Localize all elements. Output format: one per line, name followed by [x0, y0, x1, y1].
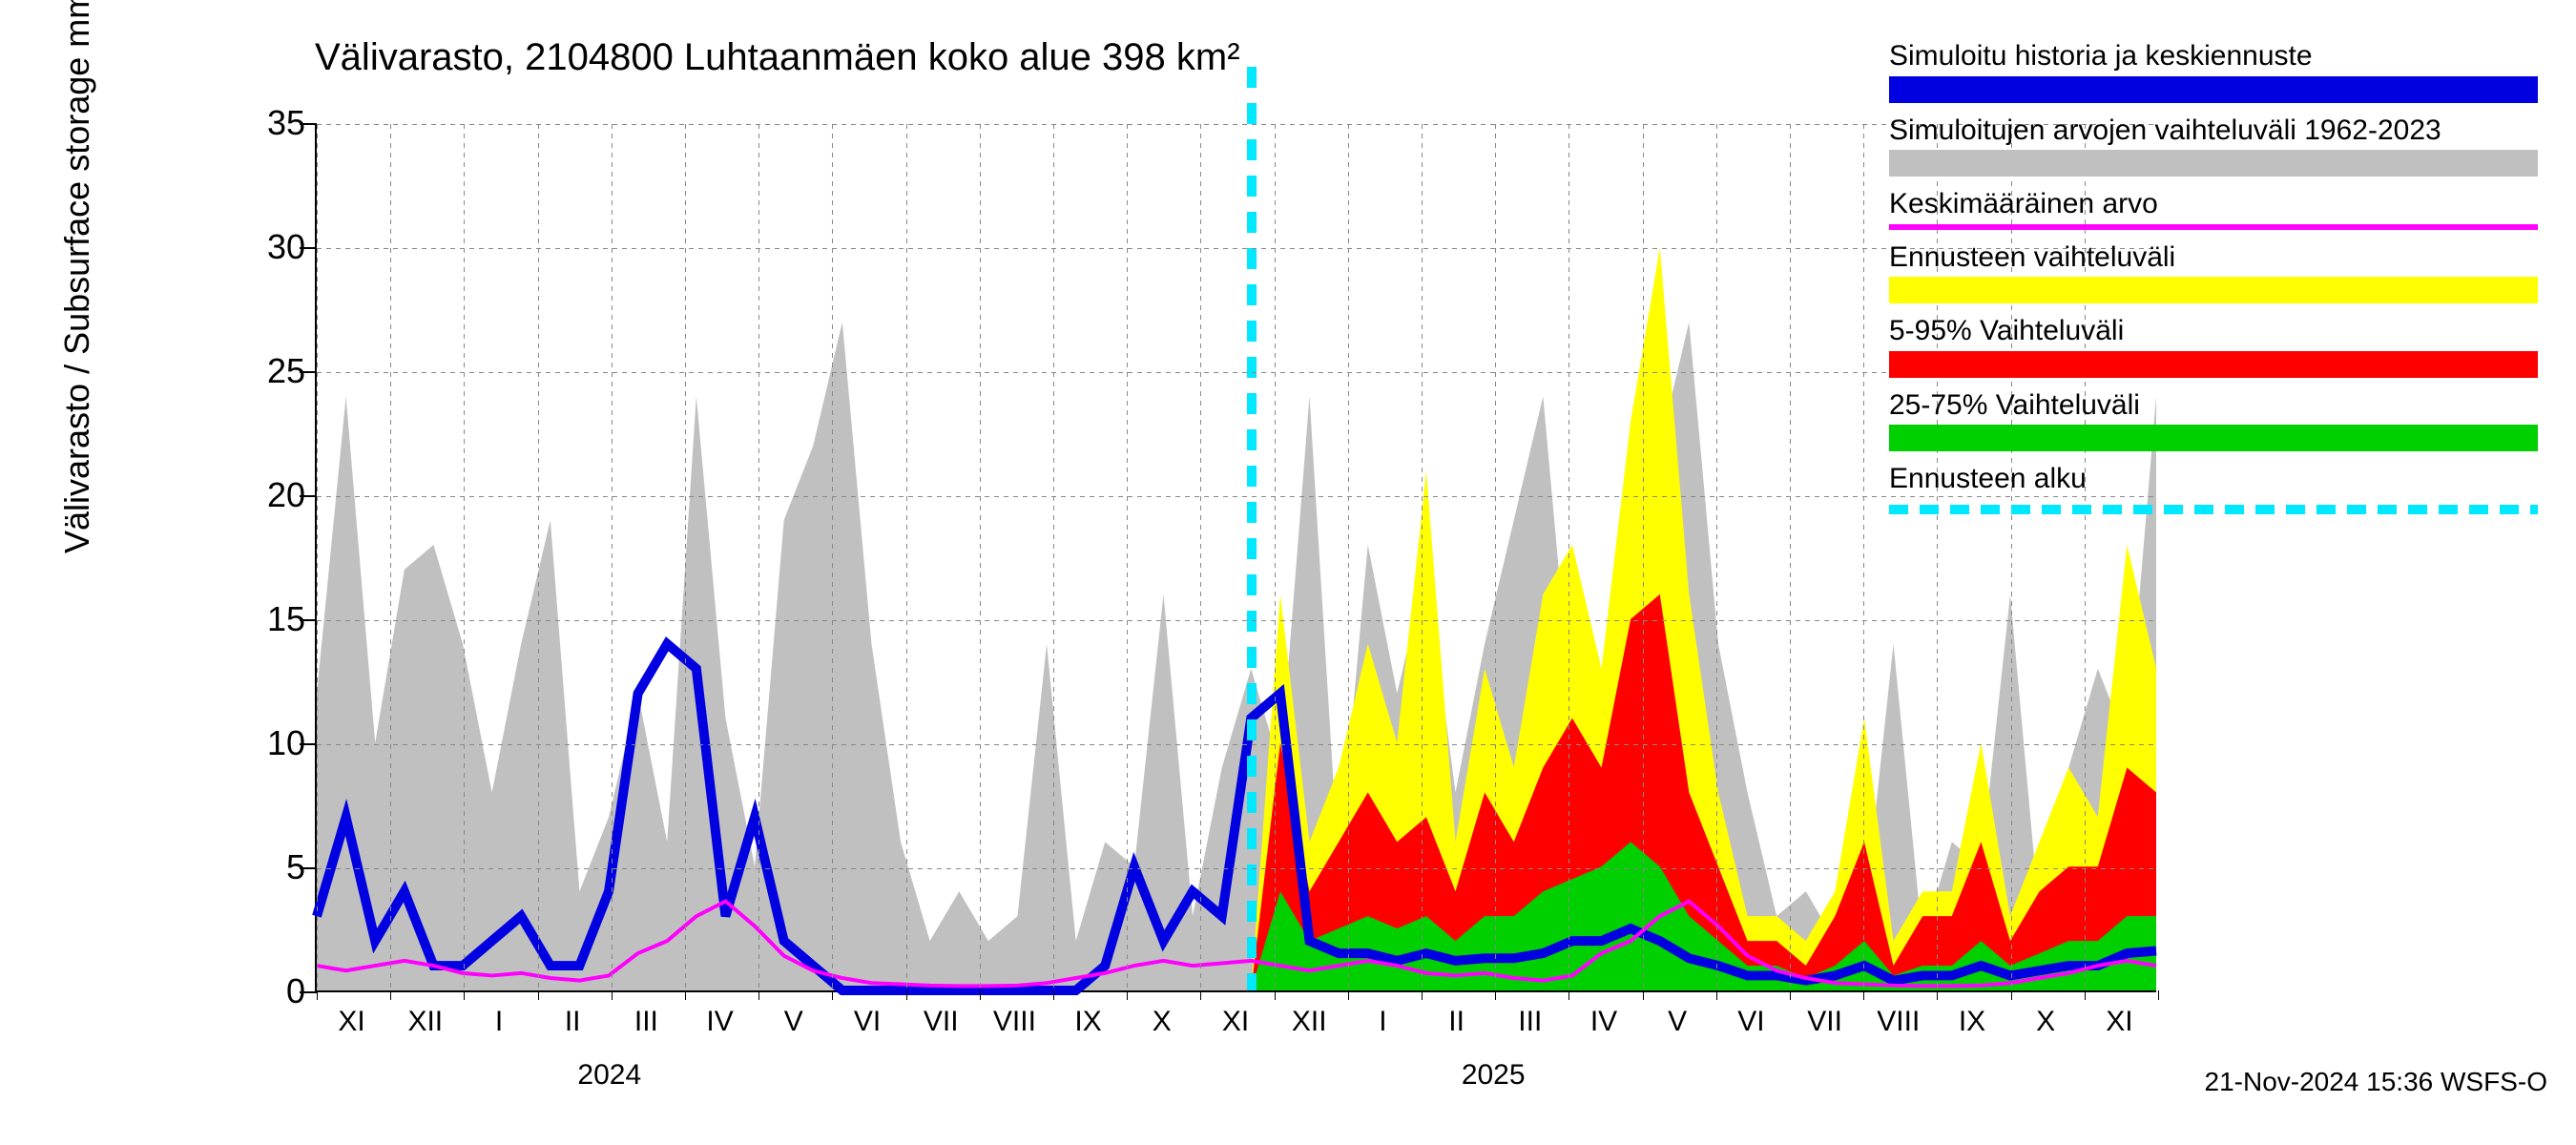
legend-item: Keskimääräinen arvo — [1889, 186, 2538, 230]
month-label: II — [1448, 1006, 1465, 1038]
ytick-label: 35 — [267, 103, 305, 143]
legend-label: 5-95% Vaihteluväli — [1889, 313, 2538, 349]
month-label: XII — [407, 1006, 443, 1038]
month-label: VI — [854, 1006, 881, 1038]
legend-label: Ennusteen vaihteluväli — [1889, 239, 2538, 276]
year-label: 2024 — [577, 1059, 641, 1092]
legend-swatch — [1889, 505, 2538, 514]
month-label: XII — [1292, 1006, 1327, 1038]
month-label: IV — [706, 1006, 733, 1038]
legend-item: 25-75% Vaihteluväli — [1889, 387, 2538, 452]
ytick-label: 0 — [286, 971, 305, 1011]
month-label: I — [495, 1006, 503, 1038]
month-label: XI — [2106, 1006, 2132, 1038]
ytick-label: 15 — [267, 599, 305, 639]
month-label: XI — [338, 1006, 364, 1038]
month-label: X — [2036, 1006, 2055, 1038]
legend-label: Keskimääräinen arvo — [1889, 186, 2538, 222]
month-label: VI — [1737, 1006, 1764, 1038]
legend-swatch — [1889, 224, 2538, 230]
legend-swatch — [1889, 351, 2538, 378]
month-label: IX — [1074, 1006, 1101, 1038]
month-label: II — [565, 1006, 581, 1038]
ytick-label: 30 — [267, 227, 305, 267]
legend-label: Simuloitu historia ja keskiennuste — [1889, 38, 2538, 74]
chart-container: Välivarasto, 2104800 Luhtaanmäen koko al… — [0, 0, 2576, 1145]
month-label: X — [1153, 1006, 1172, 1038]
data-series — [317, 124, 2156, 990]
month-label: IX — [1959, 1006, 1985, 1038]
legend-swatch — [1889, 277, 2538, 303]
ytick-label: 20 — [267, 475, 305, 515]
month-label: V — [784, 1006, 803, 1038]
legend-label: Ennusteen alku — [1889, 461, 2538, 497]
year-label: 2025 — [1462, 1059, 1526, 1092]
legend-swatch — [1889, 150, 2538, 177]
month-label: III — [1518, 1006, 1542, 1038]
month-label: VIII — [1877, 1006, 1920, 1038]
month-label: VIII — [993, 1006, 1036, 1038]
plot-area — [315, 124, 2156, 992]
legend-item: Simuloitu historia ja keskiennuste — [1889, 38, 2538, 103]
y-axis-label: Välivarasto / Subsurface storage mm — [57, 0, 97, 553]
legend-label: Simuloitujen arvojen vaihteluväli 1962-2… — [1889, 113, 2538, 149]
month-label: XI — [1222, 1006, 1249, 1038]
legend: Simuloitu historia ja keskiennuste Simulo… — [1889, 38, 2538, 524]
month-label: IV — [1590, 1006, 1617, 1038]
legend-item: Ennusteen vaihteluväli — [1889, 239, 2538, 304]
month-label: V — [1668, 1006, 1687, 1038]
legend-swatch — [1889, 425, 2538, 451]
month-label: VII — [1807, 1006, 1842, 1038]
legend-item: 5-95% Vaihteluväli — [1889, 313, 2538, 378]
ytick-label: 25 — [267, 351, 305, 391]
month-label: I — [1379, 1006, 1386, 1038]
legend-item: Simuloitujen arvojen vaihteluväli 1962-2… — [1889, 113, 2538, 177]
chart-title: Välivarasto, 2104800 Luhtaanmäen koko al… — [315, 36, 1240, 79]
timestamp-footer: 21-Nov-2024 15:36 WSFS-O — [2205, 1067, 2548, 1097]
legend-swatch — [1889, 76, 2538, 103]
forecast-start-line — [1247, 67, 1257, 990]
legend-label: 25-75% Vaihteluväli — [1889, 387, 2538, 424]
ytick-label: 5 — [286, 847, 305, 887]
ytick-label: 10 — [267, 723, 305, 763]
legend-item: Ennusteen alku — [1889, 461, 2538, 514]
month-label: VII — [924, 1006, 959, 1038]
month-label: III — [634, 1006, 658, 1038]
